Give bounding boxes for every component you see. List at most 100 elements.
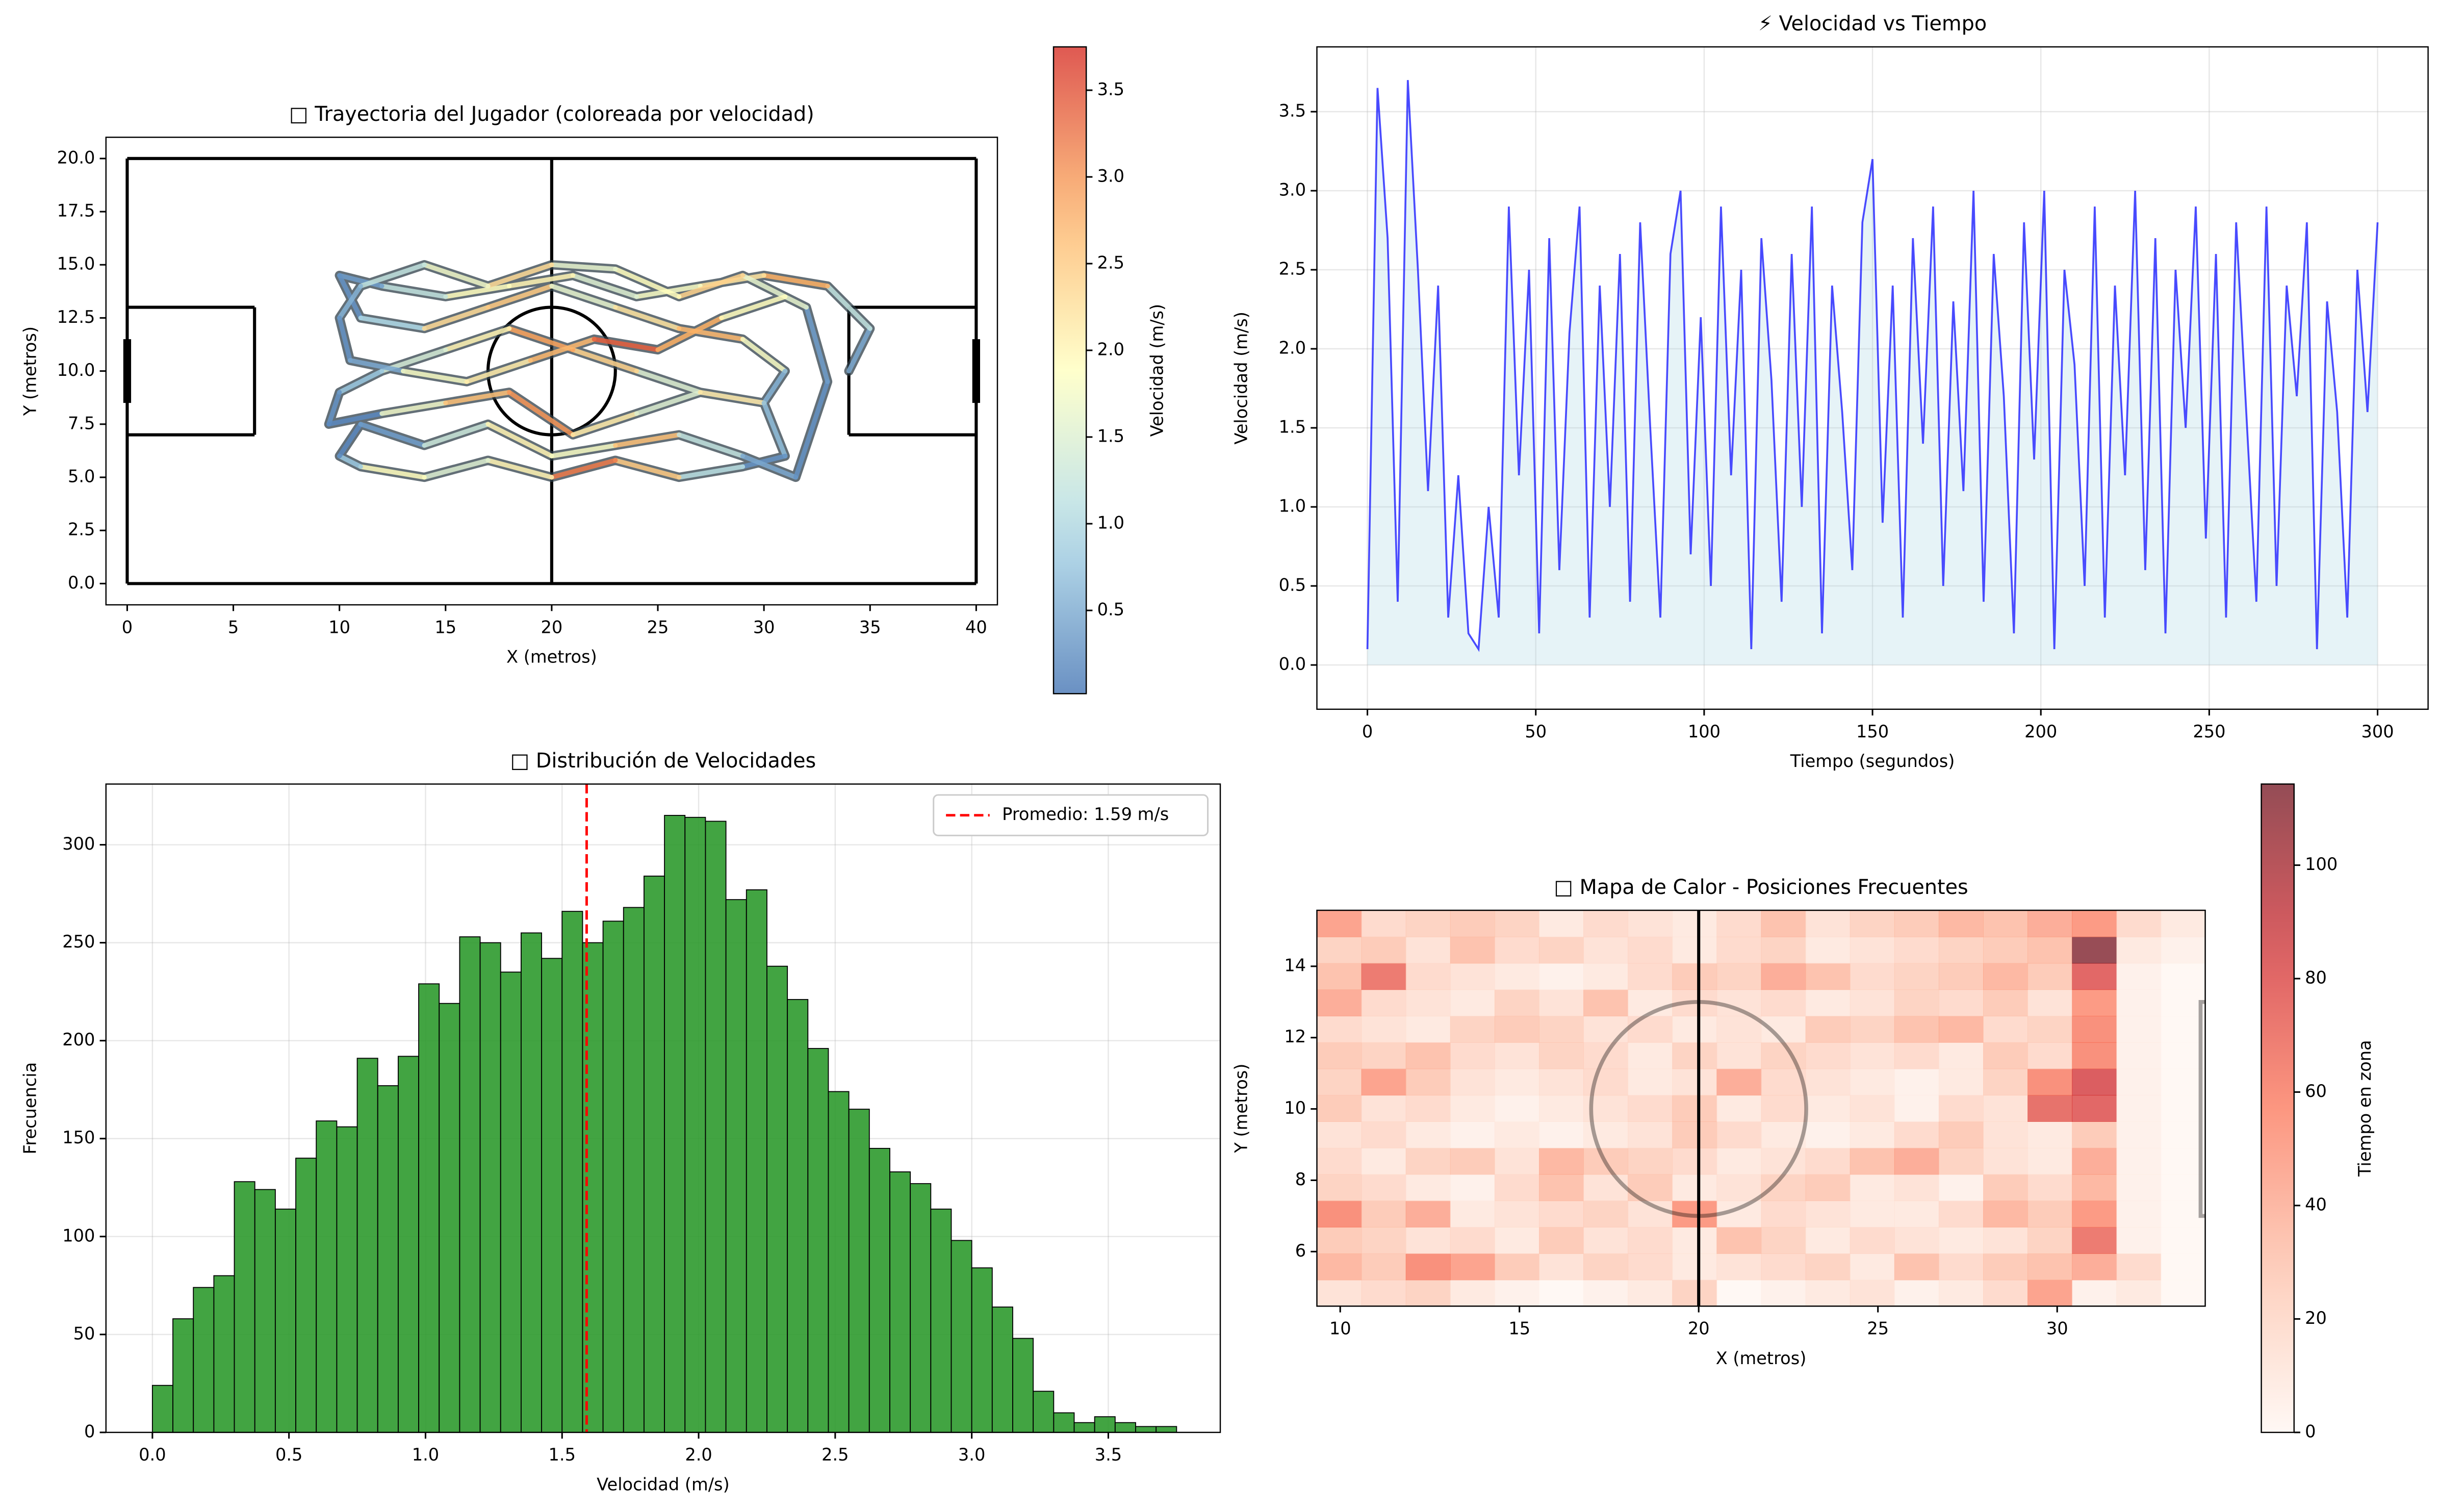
trajectory-segment — [761, 273, 830, 289]
heatmap-cell — [2072, 963, 2117, 990]
heatmap-cell — [1983, 910, 2029, 937]
heatmap-cell — [1583, 1147, 1629, 1175]
trajectory-segment — [549, 458, 618, 480]
y-axis-label: Velocidad (m/s) — [1231, 312, 1251, 445]
bar — [193, 1287, 215, 1433]
bar — [459, 936, 481, 1433]
heatmap-cell — [1317, 1042, 1362, 1069]
heatmap-cell — [1805, 1042, 1851, 1069]
bar — [1012, 1338, 1034, 1433]
heatmap-cell — [1716, 1174, 1762, 1201]
x-tick-label: 15 — [434, 617, 456, 637]
heatmap-cell — [1583, 1253, 1629, 1280]
heatmap-cell — [2072, 1253, 2117, 1280]
colorbar-tick-label: 40 — [2305, 1194, 2327, 1214]
heatmap-cell — [2161, 963, 2206, 990]
y-tick-label: 50 — [73, 1323, 95, 1343]
heatmap-cell — [1894, 1200, 1939, 1228]
heatmap-cell — [1805, 1147, 1851, 1175]
heatmap-cell — [2027, 1200, 2073, 1228]
heatmap-cell — [1894, 1174, 1939, 1201]
bar — [295, 1158, 317, 1433]
heatmap-cell — [1539, 1147, 1584, 1175]
heatmap-cell — [1761, 1016, 1806, 1043]
x-tick-label: 0 — [122, 617, 133, 637]
heatmap-cell — [1317, 1200, 1362, 1228]
y-tick-label: 250 — [62, 932, 95, 952]
bar — [930, 1209, 952, 1433]
bar — [684, 816, 706, 1433]
heatmap-cell — [1450, 1121, 1495, 1148]
trajectory-segment — [613, 432, 682, 448]
heatmap-cell — [1983, 1147, 2029, 1175]
heatmap-cell — [1761, 1068, 1806, 1096]
heatmap-cell — [1716, 1200, 1762, 1228]
bar — [213, 1275, 235, 1433]
area-fill — [1367, 80, 2378, 665]
legend-box — [933, 794, 1209, 836]
colorbar-tick-label: 1.5 — [1097, 426, 1124, 446]
trajectory-segment — [326, 411, 384, 427]
heatmap-cell — [1983, 989, 2029, 1016]
trajectory-segment — [422, 262, 491, 289]
x-tick-label: 35 — [859, 617, 881, 637]
heatmap-cell — [2116, 1016, 2162, 1043]
heatmap-cell — [1761, 1253, 1806, 1280]
heatmap-cell — [1761, 1042, 1806, 1069]
heatmap-cell — [1317, 963, 1362, 990]
trajectory-segment — [549, 443, 618, 458]
x-tick-label: 0 — [1362, 722, 1373, 741]
heatmap-cell — [1850, 1227, 1895, 1254]
heatmap-cell — [1983, 1200, 2029, 1228]
heatmap-cell — [2161, 1279, 2206, 1307]
bar — [766, 965, 788, 1433]
trajectory-segment — [677, 273, 746, 299]
heatmap-cell — [1317, 910, 1362, 937]
trajectory-segment — [740, 453, 799, 480]
heatmap-cell — [1850, 1147, 1895, 1175]
y-tick-label: 20.0 — [57, 147, 95, 167]
bar — [500, 971, 522, 1433]
heatmap-cell — [1894, 1253, 1939, 1280]
y-tick-label: 7.5 — [68, 413, 95, 433]
heatmap-cell — [1761, 989, 1806, 1016]
x-tick-label: 0.5 — [275, 1445, 302, 1465]
trajectory-segment — [379, 400, 448, 416]
y-tick-label: 3.5 — [1279, 101, 1306, 121]
heatmap-cell — [1450, 963, 1495, 990]
bar — [644, 876, 665, 1433]
heatmap-cell — [2072, 910, 2117, 937]
trajectory-segment — [613, 304, 682, 331]
heatmap-cell — [1850, 1174, 1895, 1201]
heatmap-cell — [1672, 1121, 1717, 1148]
x-tick-label: 2.0 — [685, 1445, 712, 1465]
y-tick-label: 5.0 — [68, 466, 95, 486]
heatmap-cell — [1361, 1121, 1406, 1148]
x-tick-label: 3.0 — [958, 1445, 985, 1465]
trajectory-segment — [740, 273, 809, 310]
trajectory-segment — [443, 390, 512, 405]
heatmap-cell — [1938, 1279, 1984, 1307]
heatmap-cell — [1805, 1227, 1851, 1254]
colorbar-tick-label: 20 — [2305, 1308, 2327, 1328]
heatmap-cell — [1628, 1147, 1673, 1175]
y-tick-label: 12 — [1284, 1027, 1306, 1046]
y-axis-label: Y (metros) — [20, 326, 40, 416]
bar — [664, 815, 686, 1433]
heatmap-cell — [1850, 1095, 1895, 1122]
heatmap-cell — [1583, 1200, 1629, 1228]
heatmap-cell — [2072, 1095, 2117, 1122]
heatmap-cell — [1938, 1147, 1984, 1175]
heatmap-cell — [2027, 1174, 2073, 1201]
trajectory-segment — [825, 284, 872, 331]
trajectory-segment — [358, 422, 427, 448]
heatmap-cell — [1361, 1253, 1406, 1280]
heatmap-cell — [1805, 1174, 1851, 1201]
x-tick-label: 1.0 — [412, 1445, 439, 1465]
trajectory-segment — [846, 326, 872, 374]
y-tick-label: 1.5 — [1279, 417, 1306, 437]
colorbar — [2261, 783, 2295, 1433]
heatmap-cell — [2161, 910, 2206, 937]
chart-title: □ Mapa de Calor - Posiciones Frecuentes — [1554, 876, 1968, 899]
heatmap-cell — [1539, 1174, 1584, 1201]
